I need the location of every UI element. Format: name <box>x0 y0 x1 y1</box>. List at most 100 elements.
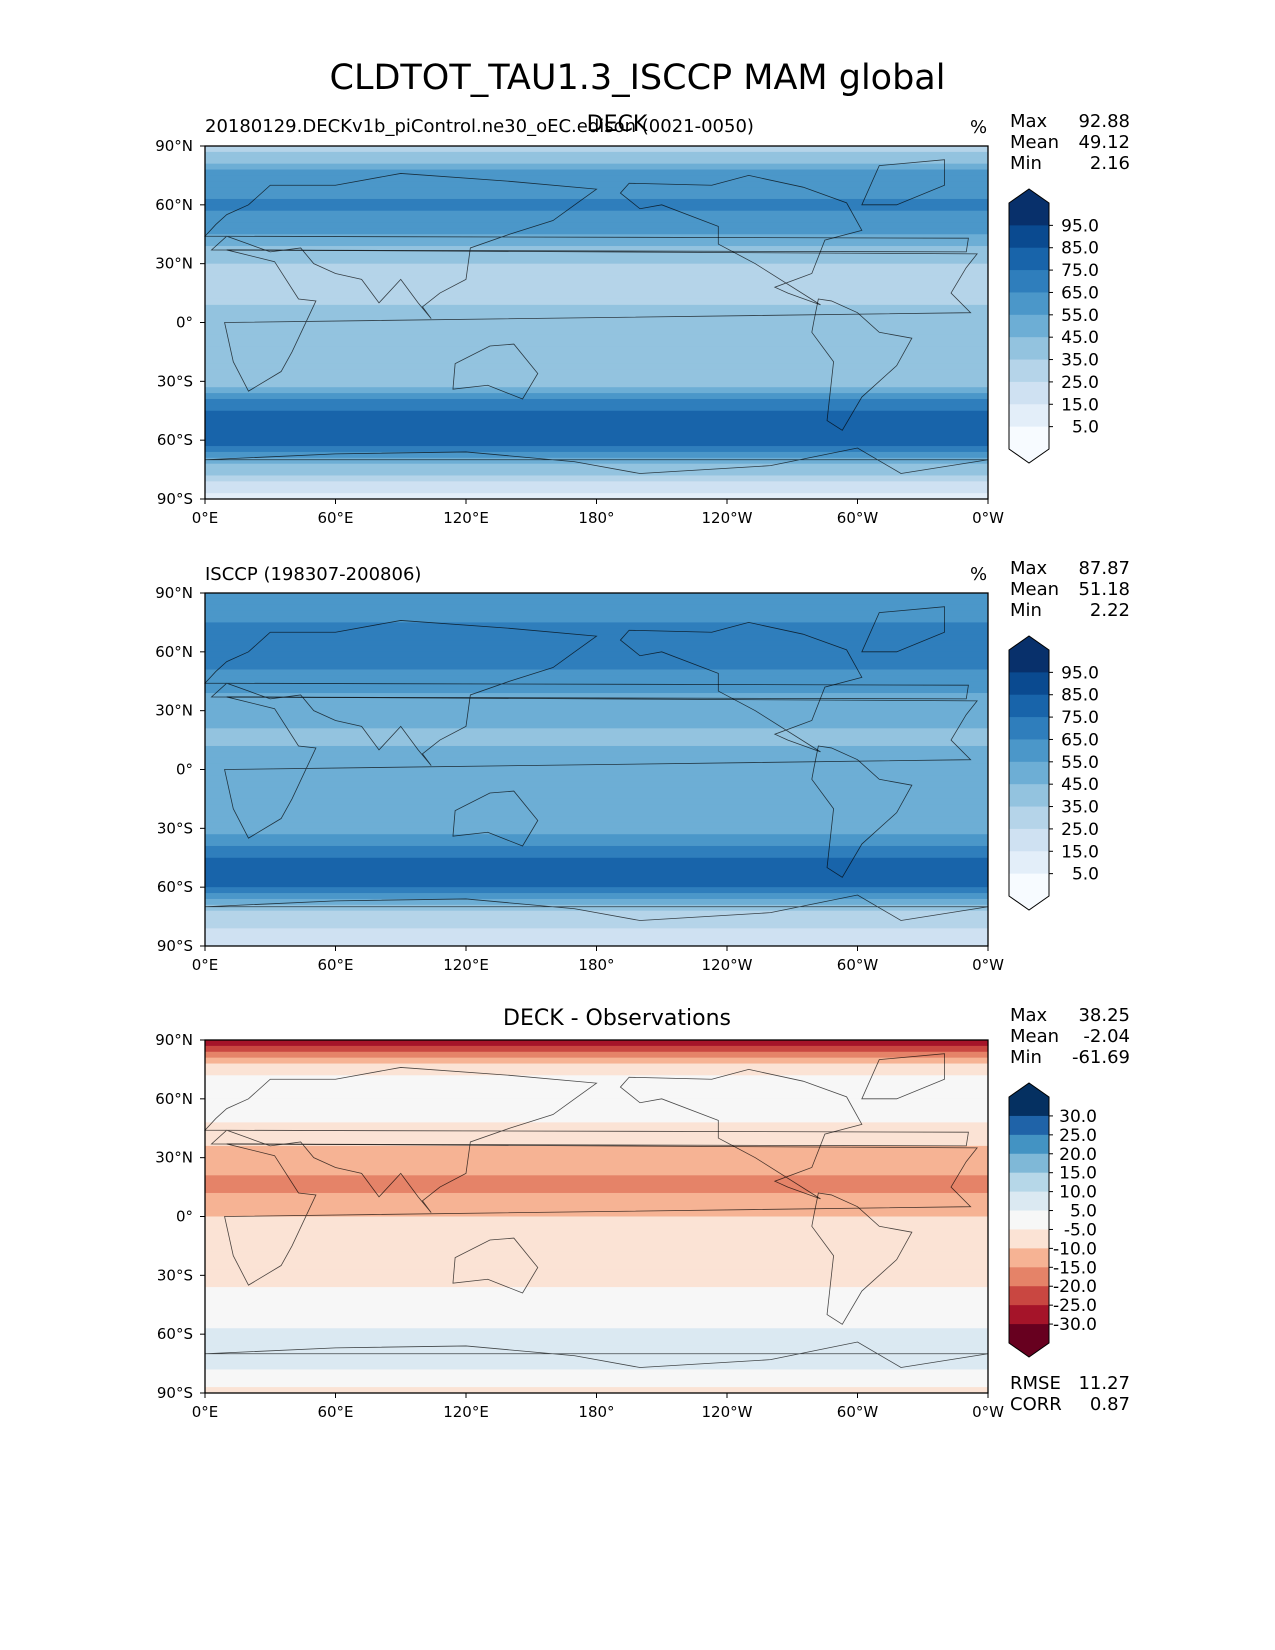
x-tick-label: 60°E <box>317 1403 353 1421</box>
map-band <box>205 1292 988 1300</box>
map-band <box>205 1045 988 1053</box>
x-tick-label: 0°E <box>192 1403 219 1421</box>
colorbar-label: 15.0 <box>1061 842 1099 862</box>
y-tick-label: 60°S <box>157 431 193 449</box>
map-band <box>205 187 988 194</box>
coastline <box>861 606 945 653</box>
panel-3-title: DECK - Observations <box>503 1006 731 1031</box>
colorbar-label: -15.0 <box>1053 1258 1097 1278</box>
map-band <box>205 481 988 488</box>
map-band <box>205 1087 988 1094</box>
map-band <box>205 940 988 947</box>
map-band <box>205 822 988 829</box>
y-tick-label: 60°N <box>155 1090 193 1108</box>
coastline <box>452 1237 539 1294</box>
panel-3-max-label: Max <box>1010 1005 1048 1026</box>
map-band <box>205 845 988 853</box>
map-band <box>205 1304 988 1312</box>
map-band <box>205 704 988 712</box>
colorbar-segment <box>1009 359 1049 383</box>
colorbar-segment <box>1009 337 1049 361</box>
x-tick-label: 60°E <box>317 509 353 527</box>
map-band <box>205 263 988 271</box>
colorbar-outline <box>1008 188 1050 464</box>
map-band <box>205 340 988 347</box>
map-band <box>205 1192 988 1200</box>
map-band <box>205 804 988 812</box>
panel-3-corr-value: 0.87 <box>1089 1394 1130 1415</box>
panel-3-mean-value: -2.04 <box>1083 1026 1130 1047</box>
map-band <box>205 893 988 900</box>
x-tick-label: 180° <box>578 956 614 974</box>
panel-1-axes: 0°E 60°E 120°E 180° 120°W 60°W 0°W 90°N 60°N 30°N… <box>155 137 1004 527</box>
map-band <box>205 781 988 788</box>
colorbar-segment <box>1009 851 1049 875</box>
panel-1-units: % <box>970 117 988 138</box>
map-band <box>205 216 988 223</box>
map-band <box>205 1145 988 1153</box>
map-band <box>205 1169 988 1176</box>
colorbar-label: -5.0 <box>1064 1220 1097 1240</box>
colorbar-label: 55.0 <box>1061 753 1099 773</box>
map-band <box>205 1375 988 1382</box>
y-tick-label: 90°N <box>155 137 193 155</box>
map-band <box>205 887 988 894</box>
coastline <box>224 1143 978 1286</box>
x-tick-label: 60°W <box>837 509 879 527</box>
map-band <box>205 934 988 941</box>
y-tick-label: 0° <box>176 314 193 332</box>
colorbar-label: 45.0 <box>1061 328 1099 348</box>
figure-title: CLDTOT_TAU1.3_ISCCP MAM global <box>329 58 946 98</box>
map-band <box>205 1198 988 1206</box>
coastline <box>619 175 863 306</box>
colorbar-label: 85.0 <box>1061 239 1099 259</box>
map-band <box>205 393 988 400</box>
colorbar-label: -20.0 <box>1053 1277 1097 1297</box>
map-band <box>205 1351 988 1359</box>
y-tick-label: 30°S <box>157 1266 193 1284</box>
colorbar-segment <box>1009 873 1049 897</box>
map-band <box>205 645 988 653</box>
panel-1-map <box>204 145 989 500</box>
x-tick-label: 120°W <box>702 1403 753 1421</box>
panel-3-rmse-label: RMSE <box>1010 1373 1061 1394</box>
map-band <box>205 869 988 876</box>
map-band <box>205 369 988 376</box>
map-band <box>205 198 988 206</box>
y-tick-label: 30°S <box>157 372 193 390</box>
map-band <box>205 857 988 865</box>
map-band <box>205 1334 988 1341</box>
panel-3-rmse-value: 11.27 <box>1078 1373 1130 1394</box>
map-band <box>205 834 988 841</box>
coastline <box>224 249 978 392</box>
map-band <box>205 1240 988 1247</box>
colorbar-label: 15.0 <box>1061 395 1099 415</box>
colorbar-label: 5.0 <box>1072 418 1099 438</box>
coastline <box>811 298 913 431</box>
map-band <box>205 404 988 412</box>
map-band <box>205 798 988 806</box>
colorbar-outline <box>1008 635 1050 911</box>
map-band <box>205 1110 988 1117</box>
colorbar-segment <box>1009 426 1049 450</box>
colorbar-segment <box>1009 1172 1049 1193</box>
map-band <box>205 1163 988 1170</box>
map-band <box>205 328 988 335</box>
map-band <box>205 663 988 670</box>
map-band <box>205 1051 988 1059</box>
map-band <box>205 457 988 465</box>
map-band <box>205 1387 988 1394</box>
map-band <box>205 375 988 382</box>
map-band <box>205 151 988 159</box>
colorbar-segment <box>1009 1115 1049 1136</box>
coastline <box>861 159 945 206</box>
map-band <box>205 357 988 365</box>
map-band <box>205 651 988 659</box>
x-tick-label: 0°E <box>192 509 219 527</box>
map-band <box>205 334 988 341</box>
colorbar-label: 95.0 <box>1061 216 1099 236</box>
y-tick-label: 30°N <box>155 255 193 273</box>
map-band <box>205 669 988 676</box>
x-tick-label: 60°W <box>837 1403 879 1421</box>
colorbar-segment <box>1009 270 1049 293</box>
